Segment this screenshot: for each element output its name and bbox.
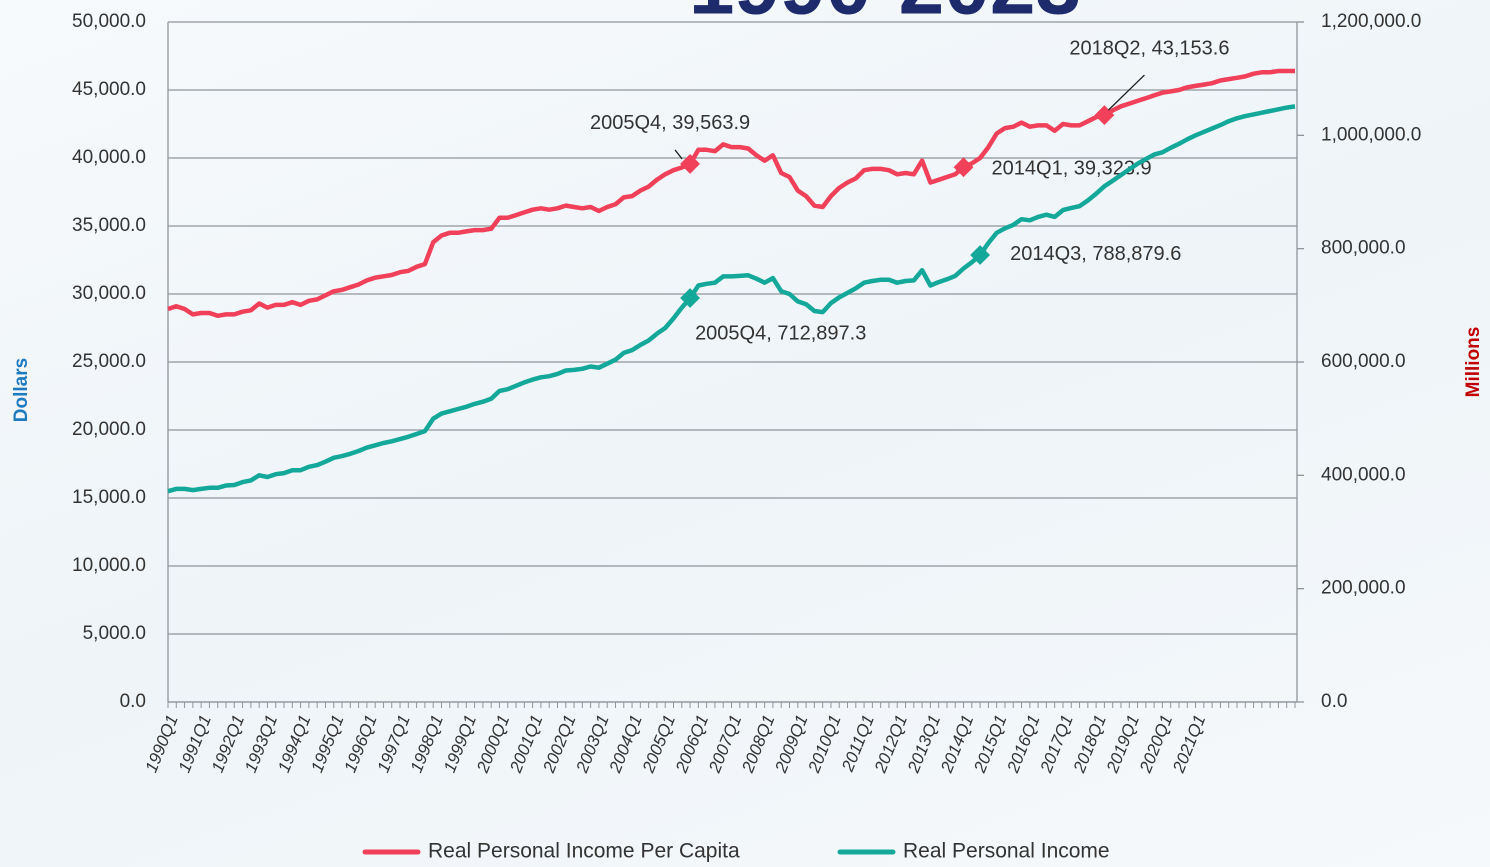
y2-tick-label: 1,000,000.0 [1321, 124, 1421, 145]
y-tick-label: 20,000.0 [72, 419, 146, 440]
y-tick-label: 50,000.0 [72, 11, 146, 32]
y2-tick-label: 200,000.0 [1321, 578, 1406, 599]
leader-line [674, 149, 683, 160]
data-point-marker [680, 154, 700, 174]
y-tick-label: 15,000.0 [72, 487, 146, 508]
y2-tick-label: 600,000.0 [1321, 351, 1406, 372]
series-line [167, 104, 1296, 494]
data-point-marker [680, 288, 700, 308]
data-label: 2014Q1, 39,323.9 [992, 157, 1152, 179]
data-label: 2005Q4, 712,897.3 [695, 322, 866, 344]
y2-axis-title: Millions [1463, 327, 1484, 398]
data-label: 2018Q2, 43,153.6 [1069, 37, 1229, 59]
legend-label: Real Personal Income Per Capita [428, 840, 740, 863]
y-tick-label: 35,000.0 [72, 215, 146, 236]
data-label: 2014Q3, 788,879.6 [1010, 243, 1181, 265]
y-tick-label: 10,000.0 [72, 555, 146, 576]
data-point-marker [1094, 105, 1115, 126]
y-tick-label: 0.0 [120, 691, 146, 712]
y-tick-label: 30,000.0 [72, 283, 146, 304]
chart-title: 1990-2023 [689, 0, 1081, 32]
legend-label: Real Personal Income [903, 840, 1110, 863]
data-label: 2005Q4, 39,563.9 [590, 112, 750, 134]
y-tick-label: 45,000.0 [72, 79, 146, 100]
y-axis-title: Dollars [11, 358, 32, 422]
y-tick-label: 5,000.0 [83, 623, 146, 644]
y2-tick-label: 400,000.0 [1321, 464, 1406, 485]
y-tick-label: 25,000.0 [72, 351, 146, 372]
series-line [167, 68, 1295, 319]
leader-line [1107, 74, 1145, 111]
y-tick-label: 40,000.0 [72, 147, 146, 168]
y2-tick-label: 1,200,000.0 [1321, 11, 1421, 32]
y2-tick-label: 0.0 [1321, 691, 1347, 712]
y2-tick-label: 800,000.0 [1321, 238, 1406, 259]
